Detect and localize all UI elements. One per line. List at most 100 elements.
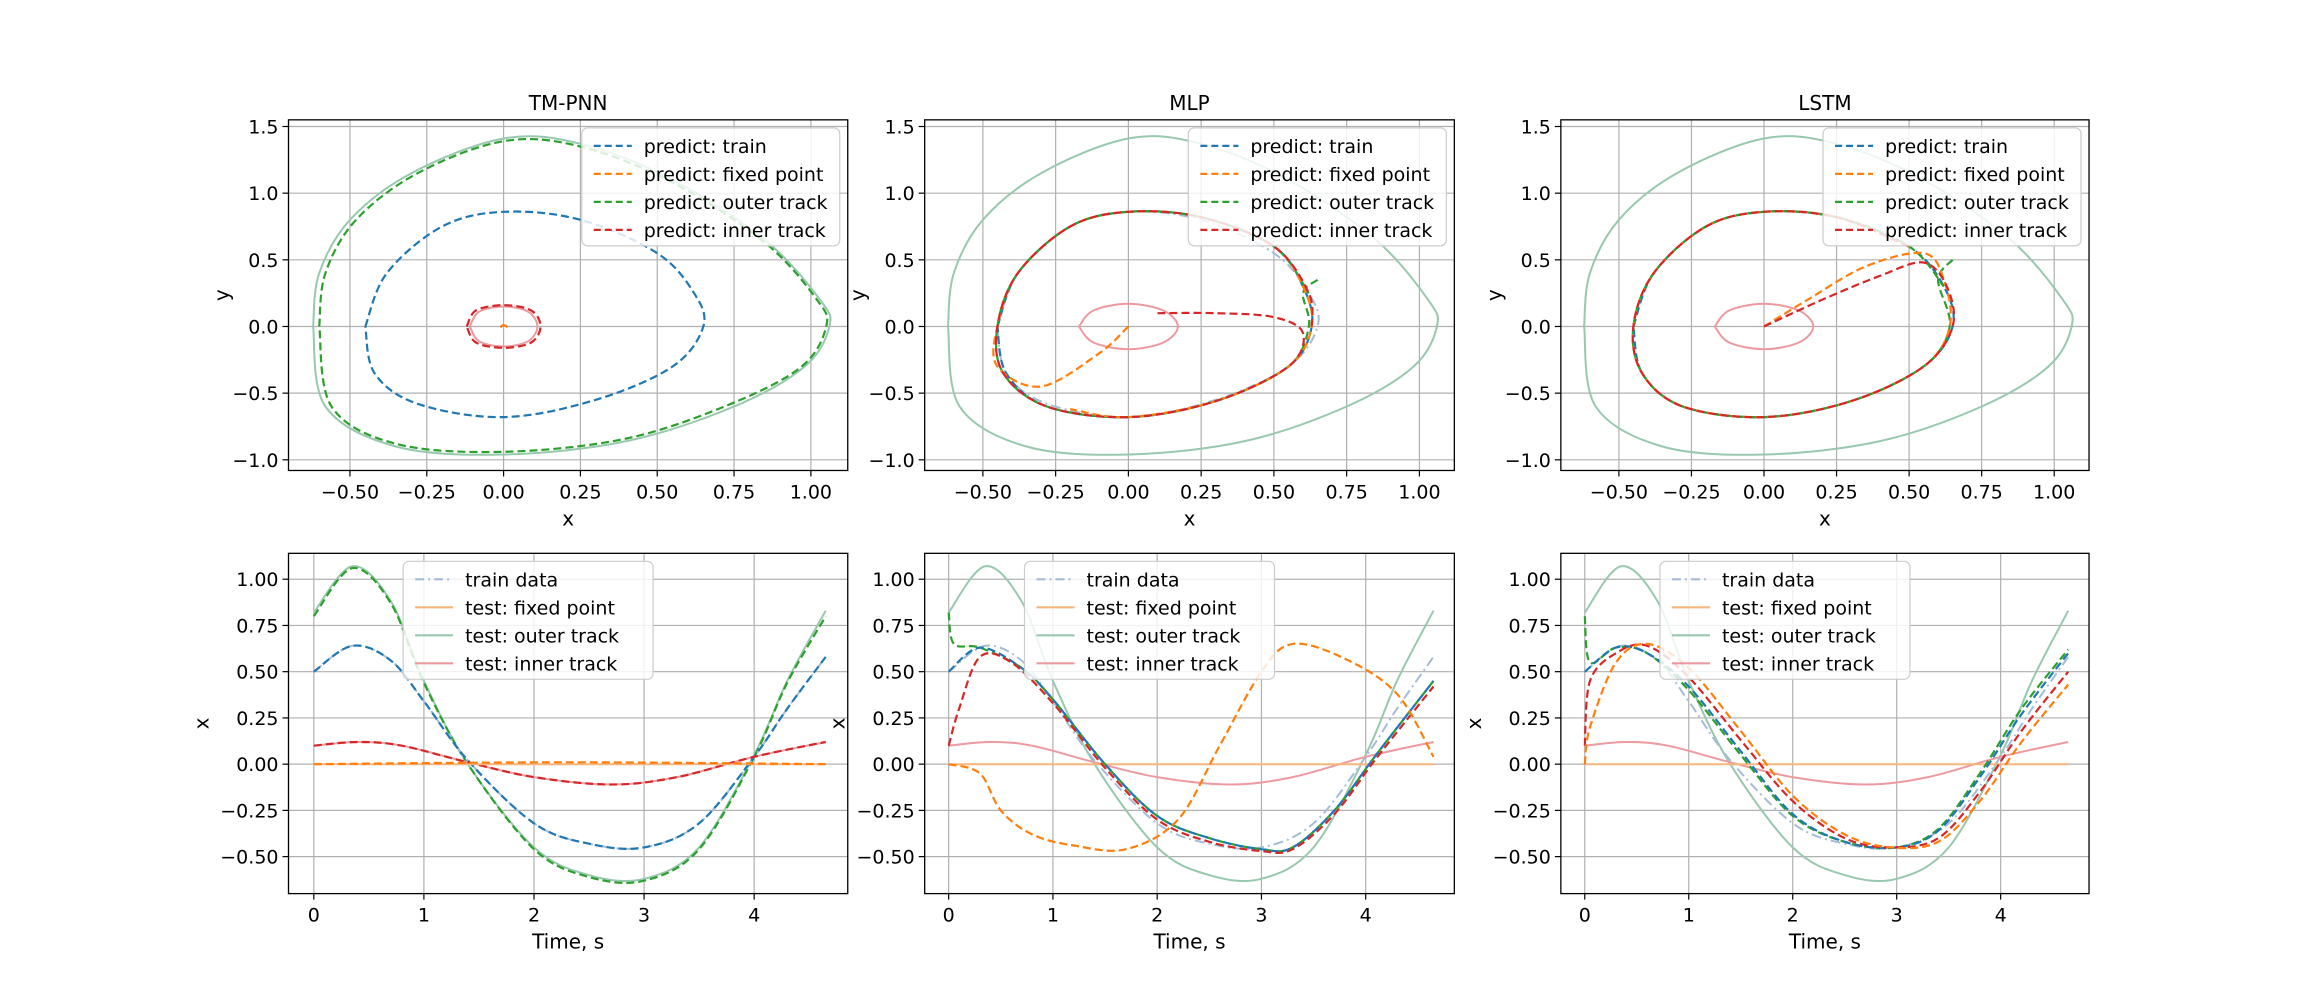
legend-box: [1187, 127, 1447, 247]
y-tick-label: 0.00: [236, 754, 278, 776]
time-panel-2: 0 1 2 3 4 −0.50 −0.25 0.00 0.25 0.50 0.75 1.00 Time,…: [826, 552, 1455, 954]
y-tick-label: 0.25: [236, 708, 278, 730]
y-tick-label: 1.5: [248, 117, 278, 139]
y-tick-label: −0.5: [232, 383, 278, 405]
x-tick-label: 0: [1579, 905, 1591, 927]
x-tick-label: 4: [748, 905, 760, 927]
x-tick-label: 0.00: [1107, 481, 1149, 503]
phase-panel-3: −0.50 −0.25 0.00 0.25 0.50 0.75 1.00 −1.0 −0.5 0.…: [1482, 91, 2090, 530]
series-line: [1713, 302, 1815, 351]
series-line: [947, 135, 1439, 456]
y-tick-label: 1.0: [884, 183, 914, 205]
x-tick-label: 0.50: [1253, 481, 1295, 503]
x-axis-label: Time, s: [531, 930, 604, 954]
y-tick-label: 1.0: [1521, 183, 1551, 205]
y-axis-label: x: [1462, 717, 1486, 729]
x-tick-label: 0.50: [636, 481, 678, 503]
legend: predict: train predict: fixed point predic…: [581, 127, 841, 247]
y-axis-label: y: [1482, 289, 1506, 301]
series-line: [948, 642, 1435, 852]
y-tick-label: 0.00: [1509, 754, 1551, 776]
y-tick-label: −0.5: [869, 383, 915, 405]
legend-label: train data: [1722, 569, 1815, 591]
panel-title: TM-PNN: [528, 91, 608, 115]
axes-frame: [287, 552, 849, 895]
x-tick-label: 2: [528, 905, 540, 927]
legend-label: predict: outer track: [644, 192, 828, 214]
x-tick-label: 0.75: [1961, 481, 2003, 503]
series-line: [947, 646, 1435, 853]
x-tick-label: 0.25: [1815, 481, 1857, 503]
legend-box: [1023, 560, 1276, 680]
y-axis-label: y: [846, 289, 870, 301]
x-tick-label: 1: [418, 905, 430, 927]
y-tick-label: −1.0: [232, 450, 278, 472]
y-tick-label: 0.0: [248, 316, 278, 338]
x-tick-label: 3: [1255, 905, 1267, 927]
legend-label: predict: train: [1250, 136, 1373, 158]
legend-label: test: fixed point: [1722, 597, 1872, 619]
y-tick-label: −0.50: [1493, 847, 1551, 869]
series-line: [465, 304, 542, 349]
x-tick-label: 0.00: [482, 481, 524, 503]
series-line: [312, 135, 832, 456]
x-tick-label: 1.00: [790, 481, 832, 503]
x-tick-label: −0.25: [1027, 481, 1085, 503]
y-axis-label: x: [826, 717, 850, 729]
y-tick-label: −1.0: [869, 450, 915, 472]
x-tick-label: 1: [1683, 905, 1695, 927]
phase-panel-1: −0.50 −0.25 0.00 0.25 0.50 0.75 1.00 −1.0 −0.5 0.…: [210, 91, 849, 530]
series-line: [947, 565, 1435, 883]
y-tick-label: 0.75: [236, 615, 278, 637]
x-tick-label: 0.25: [1180, 481, 1222, 503]
legend-box: [1822, 127, 2082, 247]
y-tick-label: 0.0: [1521, 316, 1551, 338]
y-axis-label: y: [210, 289, 234, 301]
x-tick-label: −0.50: [321, 481, 379, 503]
y-tick-label: −0.50: [856, 847, 914, 869]
phase-panel-2: −0.50 −0.25 0.00 0.25 0.50 0.75 1.00 −1.0 −0.5 0.…: [846, 91, 1455, 530]
series-line: [1583, 642, 2070, 850]
y-tick-label: 0.50: [236, 662, 278, 684]
legend-label: predict: train: [1885, 136, 2008, 158]
x-tick-label: −0.50: [1590, 481, 1648, 503]
legend-label: predict: train: [644, 136, 767, 158]
series-line: [948, 740, 1434, 786]
series-line: [1584, 645, 2070, 850]
y-tick-label: 0.25: [1509, 708, 1551, 730]
legend-label: predict: fixed point: [1885, 164, 2065, 186]
series-line: [318, 137, 829, 454]
x-tick-label: 1.00: [2033, 481, 2075, 503]
legend-label: predict: inner track: [644, 220, 826, 242]
x-tick-label: 3: [1891, 905, 1903, 927]
y-tick-label: 1.0: [248, 183, 278, 205]
legend: train data test: fixed point test: outer t…: [1023, 560, 1276, 680]
y-axis-label: x: [190, 717, 214, 729]
x-tick-label: 1: [1047, 905, 1059, 927]
x-tick-label: 0.25: [559, 481, 601, 503]
series-line: [364, 210, 706, 419]
y-tick-label: 0.5: [248, 250, 278, 272]
y-tick-label: 0.25: [872, 708, 914, 730]
series-line: [1583, 643, 2070, 849]
series-line: [948, 644, 1435, 850]
legend: train data test: fixed point test: outer t…: [402, 560, 654, 680]
axes-frame: [1560, 552, 2090, 895]
x-tick-label: 4: [1360, 905, 1372, 927]
y-tick-label: 1.00: [1509, 569, 1551, 591]
x-tick-label: 0.75: [1326, 481, 1368, 503]
x-axis-label: Time, s: [1152, 930, 1225, 954]
y-tick-label: 1.5: [1521, 117, 1551, 139]
series-line: [468, 305, 539, 348]
legend-label: predict: fixed point: [644, 164, 824, 186]
legend-label: predict: outer track: [1250, 192, 1434, 214]
legend-label: predict: outer track: [1885, 192, 2069, 214]
y-tick-label: −0.5: [1505, 383, 1551, 405]
series-line: [312, 566, 827, 885]
axes-frame: [924, 119, 1455, 472]
y-tick-label: 0.75: [872, 615, 914, 637]
series-line: [1584, 740, 2069, 786]
legend-label: test: fixed point: [465, 597, 615, 619]
series-line: [1078, 302, 1179, 351]
